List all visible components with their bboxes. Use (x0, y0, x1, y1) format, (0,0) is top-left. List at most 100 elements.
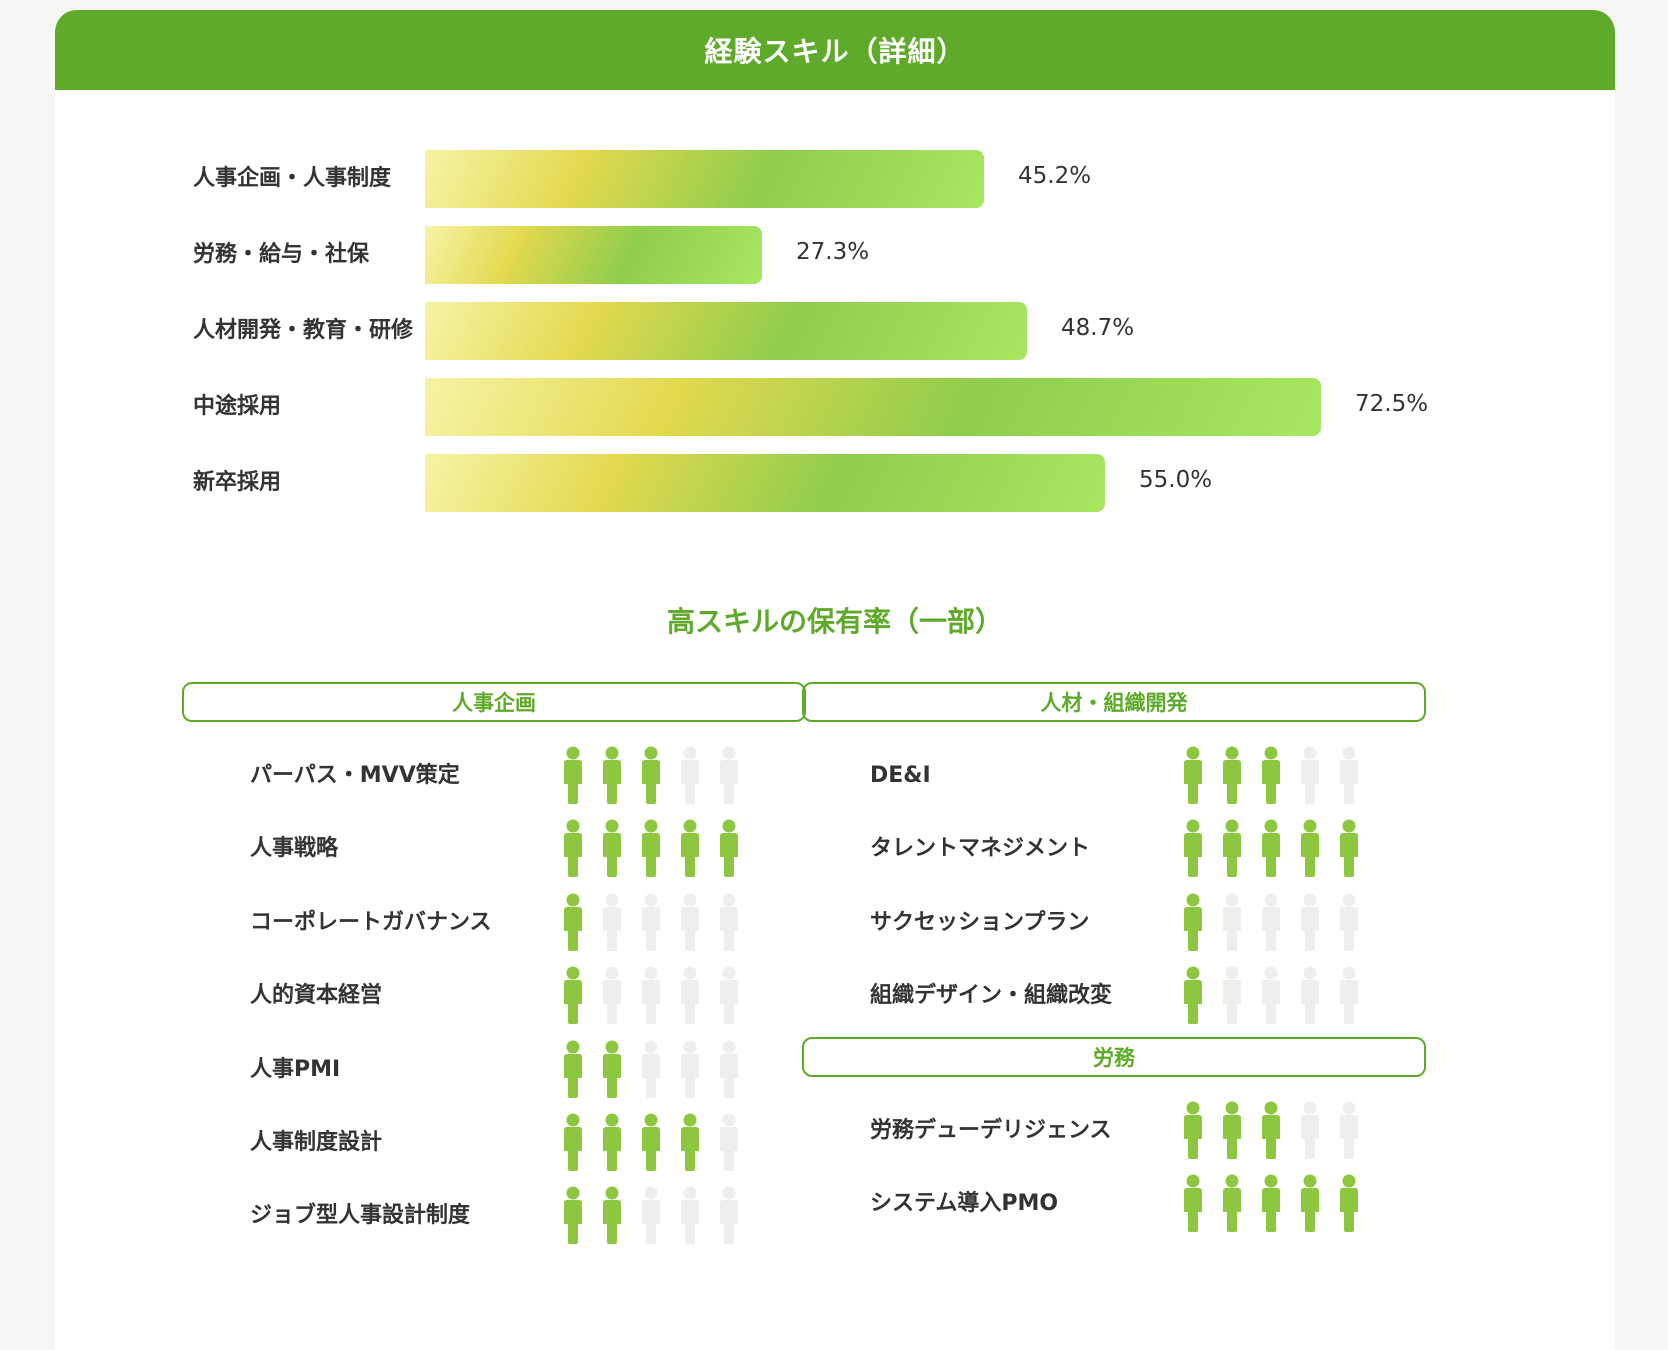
skill-panel: 人事企画パーパス・MVV策定 人事戦略コーポレートガバナンス人的資本経営 人事PMI… (182, 682, 806, 1246)
section-title: 高スキルの保有率（一部） (666, 605, 1003, 638)
level-icons (560, 966, 742, 1026)
person-empty-icon (716, 1113, 742, 1173)
bar-value-label: 55.0% (1139, 467, 1213, 493)
level-icons (560, 1040, 742, 1100)
person-filled-icon (638, 746, 664, 806)
level-icons (560, 1113, 742, 1173)
person-empty-icon (1336, 1101, 1362, 1161)
skill-row: サクセッションプラン (802, 893, 1426, 953)
level-icons (1180, 1101, 1362, 1161)
skill-row: ジョブ型人事設計制度 (182, 1186, 806, 1246)
bar-row: 新卒採用 55.0% (55, 454, 1615, 512)
bar-value-label: 27.3% (796, 239, 870, 265)
bar-category-label: 中途採用 (193, 394, 282, 419)
person-filled-icon (1297, 1174, 1323, 1234)
level-icons (560, 893, 742, 953)
person-filled-icon (1180, 966, 1206, 1026)
bar-value-label: 45.2% (1018, 163, 1092, 189)
person-empty-icon (1336, 746, 1362, 806)
person-filled-icon (1219, 746, 1245, 806)
person-filled-icon (1180, 746, 1206, 806)
person-empty-icon (716, 966, 742, 1026)
skill-label: DE&I (870, 763, 931, 788)
bar-category-label: 労務・給与・社保 (193, 242, 370, 267)
person-filled-icon (560, 1113, 586, 1173)
skill-label: タレントマネジメント (870, 836, 1091, 862)
level-icons (1180, 893, 1362, 953)
person-empty-icon (1297, 746, 1323, 806)
panel-header: 人材・組織開発 (802, 682, 1426, 722)
person-empty-icon (716, 746, 742, 806)
person-filled-icon (1180, 1174, 1206, 1234)
person-filled-icon (599, 819, 625, 879)
skill-label: ジョブ型人事設計制度 (250, 1203, 471, 1229)
level-icons (560, 1186, 742, 1246)
person-filled-icon (1258, 746, 1284, 806)
card-title: 経験スキル（詳細） (704, 35, 966, 68)
person-empty-icon (716, 893, 742, 953)
skill-row: 人事制度設計 (182, 1113, 806, 1173)
bar (425, 302, 1027, 360)
person-empty-icon (677, 966, 703, 1026)
person-filled-icon (560, 893, 586, 953)
bar-row: 中途採用 72.5% (55, 378, 1615, 436)
skill-panel: 人材・組織開発 DE&I タレントマネジメント サクセッションプラン 組織デザイン・組織… (802, 682, 1426, 1026)
person-empty-icon (1219, 966, 1245, 1026)
card-header: 経験スキル（詳細） (55, 10, 1615, 90)
person-filled-icon (599, 1186, 625, 1246)
bar (425, 454, 1105, 512)
person-filled-icon (560, 819, 586, 879)
person-empty-icon (1219, 893, 1245, 953)
level-icons (1180, 1174, 1362, 1234)
skill-label: 人的資本経営 (250, 983, 383, 1009)
person-filled-icon (560, 966, 586, 1026)
skill-row: 労務デューデリジェンス (802, 1101, 1426, 1161)
person-empty-icon (1297, 893, 1323, 953)
person-filled-icon (638, 1113, 664, 1173)
skill-panel: 労務労務デューデリジェンス システム導入PMO (802, 1037, 1426, 1234)
panel-header: 人事企画 (182, 682, 806, 722)
person-filled-icon (1258, 1174, 1284, 1234)
person-filled-icon (560, 746, 586, 806)
person-empty-icon (1336, 893, 1362, 953)
skill-row: DE&I (802, 746, 1426, 806)
person-filled-icon (1219, 819, 1245, 879)
person-empty-icon (638, 1186, 664, 1246)
bar (425, 150, 984, 208)
bar-row: 人事企画・人事制度 45.2% (55, 150, 1615, 208)
bar-row: 労務・給与・社保 27.3% (55, 226, 1615, 284)
skill-row: 人事戦略 (182, 819, 806, 879)
level-icons (1180, 819, 1362, 879)
person-filled-icon (677, 1113, 703, 1173)
skill-row: コーポレートガバナンス (182, 893, 806, 953)
skill-label: 人事制度設計 (250, 1130, 383, 1155)
person-filled-icon (1336, 819, 1362, 879)
bar-category-label: 人材開発・教育・研修 (193, 318, 414, 343)
level-icons (560, 746, 742, 806)
person-empty-icon (716, 1040, 742, 1100)
bar-value-label: 48.7% (1061, 315, 1135, 341)
skill-label: 労務デューデリジェンス (870, 1118, 1112, 1143)
person-filled-icon (1219, 1101, 1245, 1161)
person-filled-icon (1258, 1101, 1284, 1161)
skill-label: システム導入PMO (870, 1191, 1059, 1217)
skill-row: パーパス・MVV策定 (182, 746, 806, 806)
person-empty-icon (1258, 893, 1284, 953)
skill-row: 人事PMI (182, 1040, 806, 1100)
person-empty-icon (638, 1040, 664, 1100)
person-empty-icon (677, 1186, 703, 1246)
skill-row: 人的資本経営 (182, 966, 806, 1026)
skill-bar-chart: 人事企画・人事制度 45.2% 労務・給与・社保 27.3% 人材開発・教育・研修 48.… (55, 90, 1615, 570)
person-empty-icon (716, 1186, 742, 1246)
panel-header: 労務 (802, 1037, 1426, 1077)
skill-label: 組織デザイン・組織改変 (870, 983, 1113, 1009)
person-filled-icon (716, 819, 742, 879)
person-empty-icon (1258, 966, 1284, 1026)
person-empty-icon (677, 893, 703, 953)
person-empty-icon (677, 746, 703, 806)
level-icons (1180, 746, 1362, 806)
skills-card: 経験スキル（詳細） 人事企画・人事制度 45.2% 労務・給与・社保 27.3% 人材開… (55, 10, 1615, 1350)
person-filled-icon (638, 819, 664, 879)
skill-label: 人事PMI (250, 1056, 341, 1082)
skill-label: サクセッションプラン (870, 909, 1090, 935)
